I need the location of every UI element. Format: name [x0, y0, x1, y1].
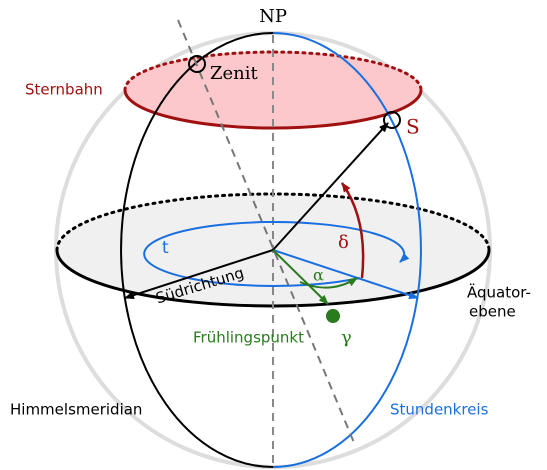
hour-angle-loop [143, 220, 410, 287]
declination-label: δ [338, 232, 349, 253]
star-path-label: Sternbahn [25, 81, 103, 99]
hour-circle [272, 32, 422, 468]
star-path-front [123, 89, 423, 130]
delta-arc [340, 182, 365, 279]
south-arrow [124, 249, 274, 300]
zenith-axis [177, 19, 356, 446]
north-pole-label: NP [259, 6, 287, 27]
meridian-label: Himmelsmeridian [10, 401, 142, 419]
zenith-label: Zenit [210, 63, 259, 84]
vernal-point-label: Frühlingspunkt [193, 329, 304, 347]
hour-circle-label: Stundenkreis [390, 401, 489, 419]
vernal-point [326, 309, 340, 323]
vernal-symbol: γ [341, 327, 352, 348]
alpha-arc [299, 277, 358, 289]
right-ascension-label: α [313, 266, 324, 285]
hour-angle-label: t [162, 238, 169, 258]
equator-label-2: ebene [469, 303, 516, 321]
star-marker [383, 111, 401, 129]
star-path-back [123, 50, 423, 92]
hour-circle-arrow [272, 249, 419, 299]
vernal-arrow [272, 249, 329, 305]
equator-label-1: Äquator- [467, 283, 531, 302]
star-arrow [272, 122, 389, 251]
zenith-marker [188, 55, 206, 73]
star-label: S [406, 115, 420, 139]
